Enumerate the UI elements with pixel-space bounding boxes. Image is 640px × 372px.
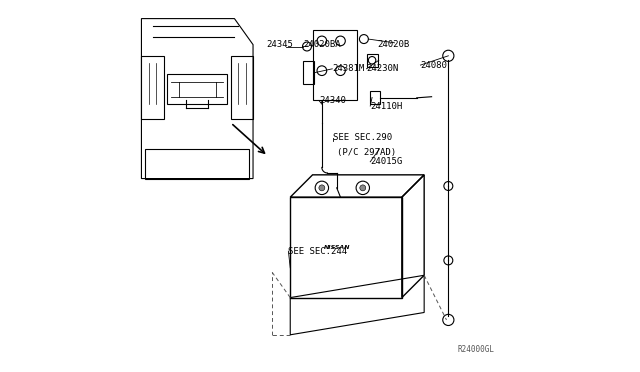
Text: 24345: 24345 (266, 40, 293, 49)
Text: 24080: 24080 (420, 61, 447, 70)
Text: 24381M: 24381M (332, 64, 365, 73)
Text: SEE SEC.244: SEE SEC.244 (289, 247, 348, 256)
Circle shape (319, 185, 325, 191)
Text: 24020BA: 24020BA (303, 40, 341, 49)
Text: 24015G: 24015G (370, 157, 403, 166)
Circle shape (360, 185, 365, 191)
Text: 24340: 24340 (319, 96, 346, 105)
Text: (P/C 297AD): (P/C 297AD) (337, 148, 396, 157)
Text: 24020B: 24020B (378, 40, 410, 49)
Text: SEE SEC.290: SEE SEC.290 (333, 133, 392, 142)
Text: R24000GL: R24000GL (458, 345, 495, 354)
Text: 24230N: 24230N (367, 64, 399, 73)
Text: NISSAN: NISSAN (323, 245, 350, 250)
Text: 24110H: 24110H (370, 102, 403, 110)
